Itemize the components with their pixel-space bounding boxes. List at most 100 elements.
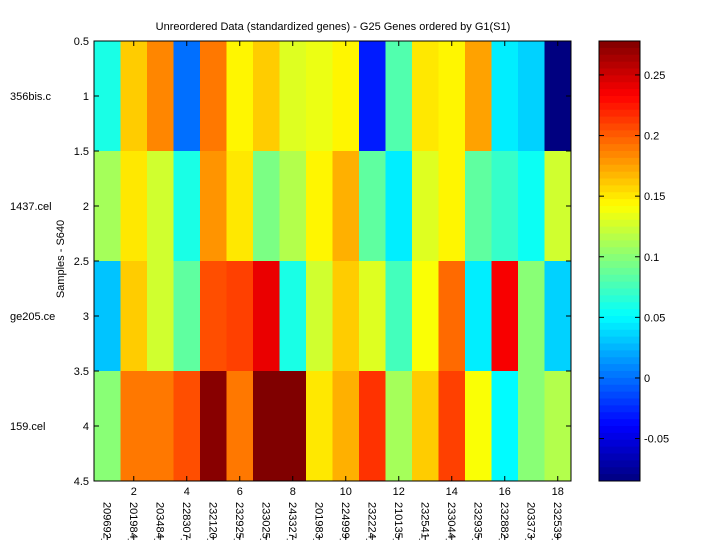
colorbar-segment	[599, 391, 640, 399]
colorbar-tick-label: 0.25	[644, 70, 665, 82]
heatmap-cell	[518, 151, 545, 262]
heatmap-cell	[491, 371, 519, 482]
heatmap-cell	[332, 261, 360, 372]
colorbar-segment	[599, 212, 640, 221]
colorbar-segment	[599, 267, 640, 276]
colorbar-segment	[599, 206, 640, 214]
colorbar-segment	[599, 144, 640, 152]
column-label: 210135_	[392, 502, 404, 540]
heatmap-cell	[147, 261, 174, 372]
colorbar-segment	[599, 329, 640, 338]
y-tick-label: 1	[83, 91, 89, 103]
colorbar-segment	[599, 377, 640, 386]
colorbar-segment	[599, 288, 640, 296]
y-tick-label: 1.5	[74, 146, 89, 158]
heatmap-cell	[385, 151, 413, 262]
heatmap-cell	[412, 261, 439, 372]
heatmap-cells	[94, 41, 572, 482]
colorbar-segment	[599, 96, 640, 104]
heatmap-cell	[279, 371, 307, 482]
colorbar-tick-label: 0.15	[644, 191, 665, 203]
heatmap-cell	[200, 151, 227, 262]
colorbar-segment	[599, 178, 640, 186]
column-label: 232925_	[233, 502, 245, 540]
colorbar-tick-label: 0	[644, 373, 650, 385]
column-label: 232539_	[551, 502, 563, 540]
heatmap-cell	[491, 151, 519, 262]
heatmap-cell	[412, 371, 439, 482]
colorbar-tick-label: -0.05	[644, 434, 669, 446]
column-label: 232882_	[498, 502, 510, 540]
heatmap-cell	[438, 261, 466, 372]
colorbar-segment	[599, 109, 640, 118]
heatmap-cell	[200, 41, 227, 152]
heatmap-cell	[332, 371, 360, 482]
colorbar-segment	[599, 102, 640, 111]
colorbar-segment	[599, 446, 640, 454]
heatmap-cell	[412, 41, 439, 152]
colorbar-segment	[599, 75, 640, 83]
x-tick-label: 2	[131, 486, 137, 498]
y-tick-label: 2.5	[74, 256, 89, 268]
heatmap-cell	[253, 371, 280, 482]
colorbar-segment	[599, 226, 640, 234]
heatmap-cell	[385, 261, 413, 372]
colorbar-tick-label: 0.05	[644, 312, 665, 324]
heatmap-cell	[226, 41, 254, 152]
heatmap-cell	[359, 41, 386, 152]
colorbar-segment	[599, 322, 640, 331]
heatmap-cell	[147, 371, 174, 482]
heatmap-cell	[147, 41, 174, 152]
heatmap-cell	[332, 41, 360, 152]
column-label: 232935_	[471, 502, 483, 540]
column-label: 232120_	[206, 502, 218, 540]
heatmap-cell	[173, 261, 201, 372]
column-label: 228307_	[180, 502, 192, 540]
colorbar-segment	[599, 89, 640, 97]
colorbar-segment	[599, 364, 640, 372]
x-tick-label: 10	[340, 486, 352, 498]
heatmap-cell	[306, 151, 333, 262]
colorbar-segment	[599, 82, 640, 90]
colorbar-segment	[599, 41, 640, 49]
heatmap-cell	[226, 371, 254, 482]
colorbar-segment	[599, 453, 640, 461]
heatmap-cell	[253, 151, 280, 262]
column-label: 201984_	[127, 502, 139, 540]
heatmap-cell	[226, 261, 254, 372]
x-tick-label: 8	[290, 486, 296, 498]
x-tick-label: 6	[237, 486, 243, 498]
heatmap-cell	[120, 261, 148, 372]
column-label: 232224_	[365, 502, 377, 540]
heatmap-cell	[438, 371, 466, 482]
colorbar-segment	[599, 171, 640, 179]
x-tick-label: 12	[393, 486, 405, 498]
heatmap-cell	[465, 371, 492, 482]
heatmap-cell	[120, 41, 148, 152]
colorbar-segment	[599, 371, 640, 379]
column-label: 203484_	[153, 502, 165, 540]
heatmap-cell	[173, 371, 201, 482]
column-label: 233044_	[445, 502, 457, 540]
heatmap-cell	[120, 371, 148, 482]
colorbar-segment	[599, 432, 640, 441]
row-label: ge205.ce	[10, 311, 55, 323]
heatmap-cell	[306, 371, 333, 482]
colorbar-segment	[599, 309, 640, 317]
colorbar-segment	[599, 426, 640, 434]
column-label: 224999_	[339, 502, 351, 540]
heatmap-cell	[306, 41, 333, 152]
colorbar-segment	[599, 61, 640, 69]
row-label: 159.cel	[10, 421, 45, 433]
column-label: 209692_	[100, 502, 112, 540]
colorbar-segment	[599, 47, 640, 56]
column-label: 201983_	[312, 502, 324, 540]
column-label: 232541_	[418, 502, 430, 540]
colorbar-segment	[599, 199, 640, 207]
colorbar-segment	[599, 336, 640, 344]
colorbar-segment	[599, 439, 640, 448]
column-label: 243327_	[286, 502, 298, 540]
chart-title: Unreordered Data (standardized genes) - …	[156, 21, 511, 33]
colorbar-segment	[599, 274, 640, 283]
heatmap-cell	[465, 41, 492, 152]
